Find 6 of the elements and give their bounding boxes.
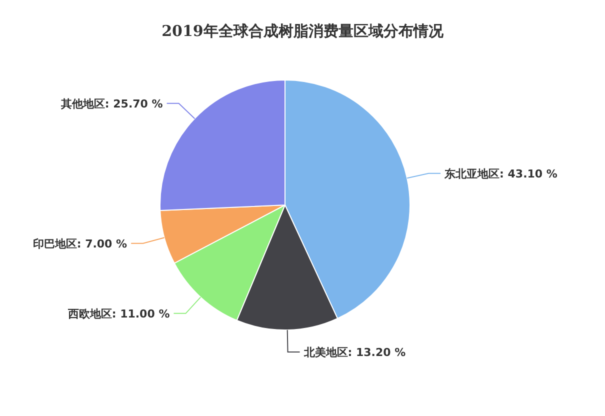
slice-label: 印巴地区: 7.00 %: [32, 237, 128, 250]
chart-title: 2019年全球合成树脂消费量区域分布情况: [162, 22, 444, 40]
slice-label: 西欧地区: 11.00 %: [66, 307, 170, 320]
slice-label: 东北亚地区: 43.10 %: [444, 167, 558, 180]
slice-label: 其他地区: 25.70 %: [60, 97, 163, 110]
slice-label: 北美地区: 13.20 %: [302, 346, 406, 359]
